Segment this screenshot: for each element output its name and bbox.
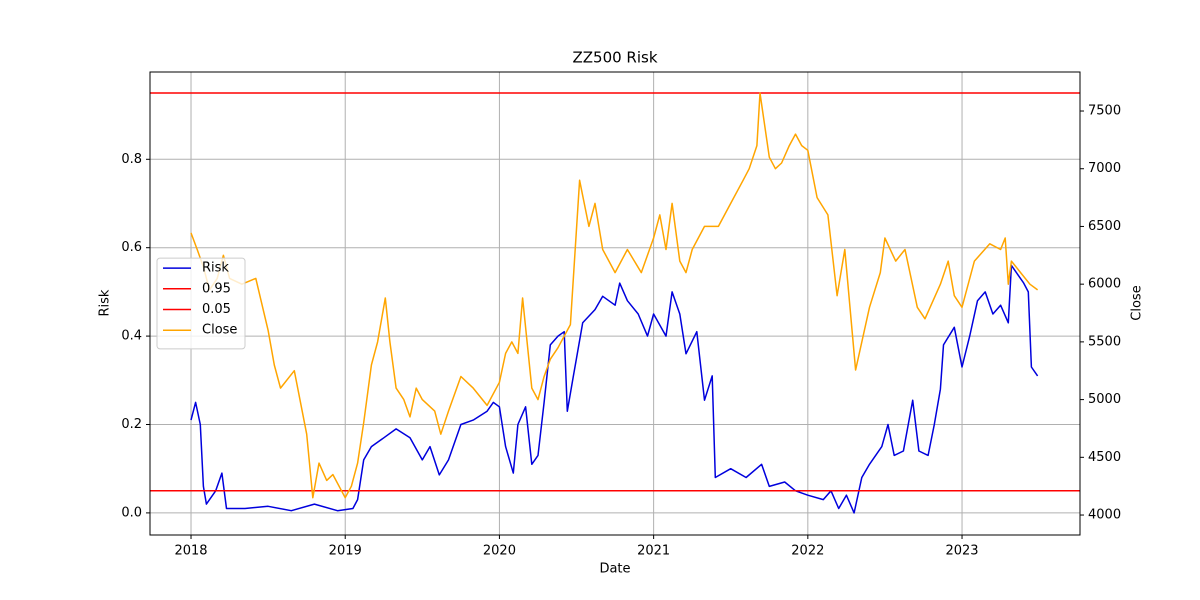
legend-box bbox=[156, 257, 246, 350]
y2-tick-label: 6000 bbox=[1088, 277, 1121, 292]
x-tick-label: 2018 bbox=[174, 544, 207, 559]
x-tick-label: 2023 bbox=[945, 544, 978, 559]
chart-title: ZZ500 Risk bbox=[572, 49, 657, 67]
y2-tick-label: 7500 bbox=[1088, 104, 1121, 119]
plot-area bbox=[150, 72, 1080, 535]
y2-tick-label: 5000 bbox=[1088, 392, 1121, 407]
x-axis-label: Date bbox=[599, 562, 630, 577]
legend-label: Risk bbox=[202, 261, 229, 276]
y2-tick-label: 5500 bbox=[1088, 334, 1121, 349]
axes-frame bbox=[149, 71, 1081, 536]
y-tick-label: 0.2 bbox=[121, 417, 142, 432]
y-tick-label: 0.0 bbox=[121, 505, 142, 520]
y2-axis-label: Close bbox=[1130, 285, 1145, 320]
legend-label: Close bbox=[202, 323, 237, 338]
y2-tick-label: 4000 bbox=[1088, 508, 1121, 523]
x-tick-label: 2021 bbox=[637, 544, 670, 559]
x-tick-label: 2019 bbox=[329, 544, 362, 559]
y-tick-label: 0.6 bbox=[121, 240, 142, 255]
series-line bbox=[190, 264, 1039, 514]
legend-label: 0.05 bbox=[202, 302, 231, 317]
y-axis-label: Risk bbox=[98, 289, 113, 316]
legend-label: 0.95 bbox=[202, 281, 231, 296]
y2-tick-label: 4500 bbox=[1088, 450, 1121, 465]
y2-tick-label: 6500 bbox=[1088, 219, 1121, 234]
legend: Risk 0.95 0.05 Close bbox=[156, 257, 246, 350]
y2-tick-label: 7000 bbox=[1088, 161, 1121, 176]
y-tick-label: 0.4 bbox=[121, 329, 142, 344]
x-tick-label: 2022 bbox=[791, 544, 824, 559]
x-tick-label: 2020 bbox=[483, 544, 516, 559]
y-tick-label: 0.8 bbox=[121, 152, 142, 167]
series-line bbox=[190, 92, 1039, 499]
